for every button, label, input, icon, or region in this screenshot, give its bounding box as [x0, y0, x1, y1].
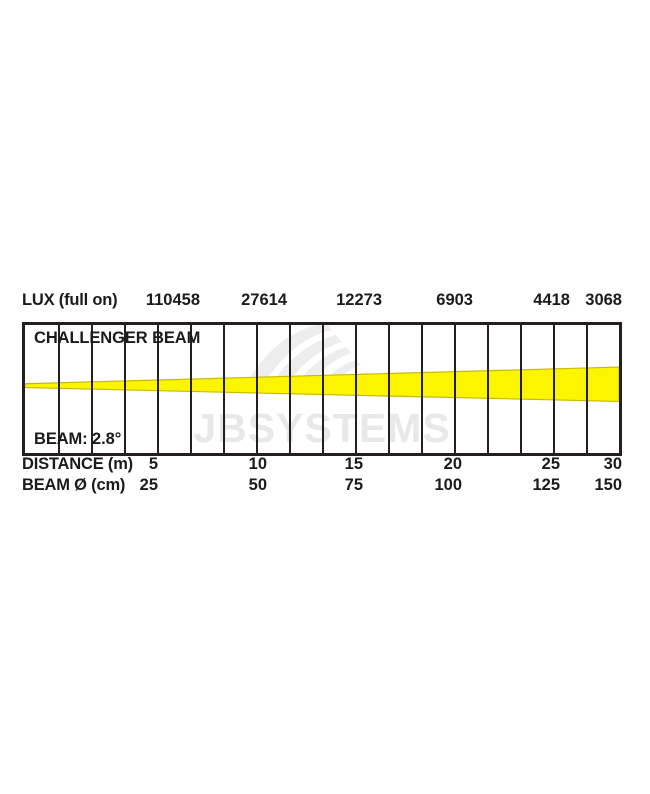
lux-value-5m: 110458	[145, 291, 200, 309]
diameter-value-4: 100	[434, 476, 462, 494]
beam-polygon	[25, 366, 619, 402]
beam-diameter-row-label: BEAM Ø (cm)	[22, 476, 126, 494]
distance-value-5: 25	[541, 455, 560, 473]
beam-chart-box: JBSYSTEMS CHALLENGER BEAM	[22, 322, 622, 456]
distance-value-1: 5	[148, 455, 158, 473]
diameter-value-3: 75	[344, 476, 363, 494]
lux-value-15m: 12273	[336, 291, 382, 309]
model-title: CHALLENGER BEAM	[34, 329, 201, 347]
diameter-value-5: 125	[532, 476, 560, 494]
lux-value-30m: 3068	[585, 291, 622, 309]
beam-diameter-row: BEAM Ø (cm) 25 50 75 100 125 150	[22, 476, 622, 497]
distance-value-6: 30	[603, 455, 622, 473]
distance-value-2: 10	[248, 455, 267, 473]
distance-value-3: 15	[344, 455, 363, 473]
beam-angle-label: BEAM: 2.8°	[34, 430, 122, 448]
distance-row: DISTANCE (m) 5 10 15 20 25 30	[22, 455, 622, 476]
lux-value-25m: 4418	[533, 291, 570, 309]
lux-value-10m: 27614	[241, 291, 287, 309]
lux-row: LUX (full on) 110458 27614 12273 6903 44…	[22, 291, 622, 315]
diameter-value-2: 50	[248, 476, 267, 494]
lux-row-label: LUX (full on)	[22, 291, 118, 309]
distance-row-label: DISTANCE (m)	[22, 455, 133, 473]
diameter-value-1: 25	[139, 476, 158, 494]
distance-value-4: 20	[443, 455, 462, 473]
lux-value-20m: 6903	[436, 291, 473, 309]
diameter-value-6: 150	[594, 476, 622, 494]
